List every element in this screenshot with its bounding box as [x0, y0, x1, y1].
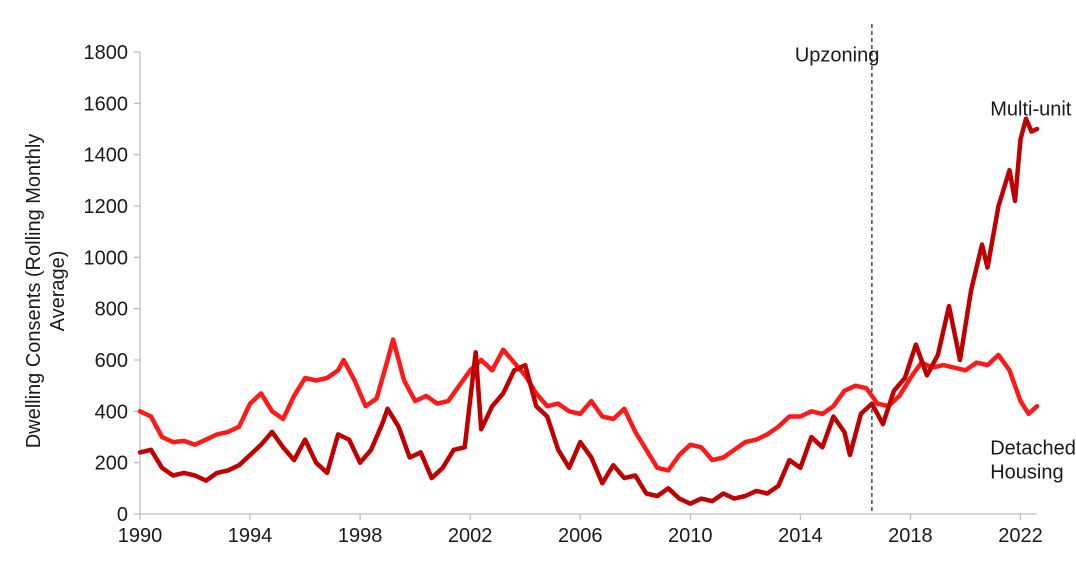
x-tick-label: 2014: [778, 525, 823, 547]
y-axis-title: Dwelling Consents (Rolling Monthly Averag…: [23, 134, 69, 449]
x-tick-label: 1994: [228, 525, 273, 547]
y-axis-title-line: Dwelling Consents (Rolling Monthly: [23, 134, 45, 449]
annotation-multi-unit: Multi-unit: [990, 98, 1072, 120]
y-tick-label: 800: [95, 299, 128, 321]
y-tick-label: 1000: [84, 247, 129, 269]
x-tick-label: 2006: [558, 525, 603, 547]
x-tick-label: 2018: [888, 525, 933, 547]
y-tick-label: 400: [95, 401, 128, 423]
annotation-upzoning: Upzoning: [795, 45, 880, 67]
y-tick-label: 1600: [84, 93, 129, 115]
y-tick-label: 1400: [84, 145, 129, 167]
x-tick-label: 1998: [338, 525, 383, 547]
x-tick-label: 2010: [668, 525, 713, 547]
multi-unit-line: [137, 116, 1040, 506]
y-axis-ticks: 0 200 400 600 800 1000 1200 1400 1600 1800: [84, 42, 140, 526]
y-tick-label: 600: [95, 350, 128, 372]
annotations: Multi-unit Detached Housing Upzoning: [795, 45, 1076, 484]
x-tick-label: 2002: [448, 525, 493, 547]
x-axis-ticks: 1990 1994 1998 2002 2006 2010 2014 2018 2022: [118, 514, 1043, 547]
series-lines: [137, 116, 1040, 506]
x-tick-label: 1990: [118, 525, 163, 547]
y-tick-label: 200: [95, 453, 128, 475]
y-axis-title-text: Dwelling Consents (Rolling Monthly Averag…: [23, 134, 69, 449]
axes: [139, 52, 1037, 515]
y-tick-label: 1200: [84, 196, 129, 218]
y-tick-label: 0: [117, 504, 128, 526]
annotation-detached: Detached: [990, 437, 1076, 459]
y-axis-title-line: Average): [47, 251, 69, 332]
y-tick-label: 1800: [84, 42, 129, 64]
x-tick-label: 2022: [998, 525, 1043, 547]
annotation-housing: Housing: [990, 462, 1063, 484]
